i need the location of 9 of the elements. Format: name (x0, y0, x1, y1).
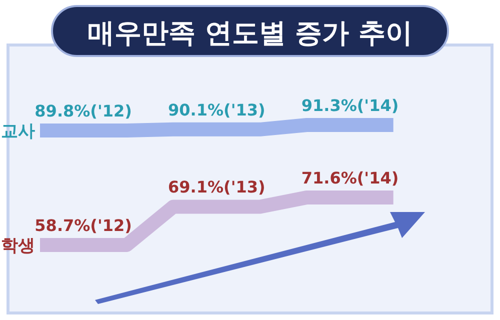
series-label: 교사 (1, 122, 35, 142)
data-label: 71.6%('14) (301, 168, 399, 188)
data-label: 89.8%('12) (34, 102, 132, 121)
data-label: 69.1%('13) (168, 178, 266, 197)
data-label: 91.3%('14) (301, 96, 399, 115)
chart-title: 매우만족 연도별 증가 추이 (87, 18, 413, 49)
data-label: 90.1%('13) (168, 100, 266, 120)
series-label: 학생 (1, 236, 35, 256)
data-label: 58.7%('12) (34, 216, 132, 235)
